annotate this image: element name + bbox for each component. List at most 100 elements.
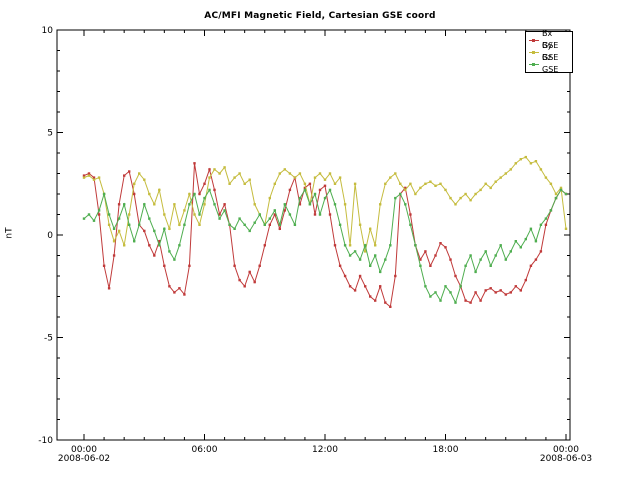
series-marker-bz-gse [233,227,236,230]
series-marker-bx-gse [389,305,392,308]
series-marker-bz-gse [474,270,477,274]
series-marker-bz-gse [258,213,261,216]
series-marker-by-gse [424,182,427,185]
series-marker-by-gse [564,227,568,230]
series-marker-bz-gse [82,217,86,220]
series-marker-by-gse [384,182,387,185]
series-marker-by-gse [123,244,126,247]
series-marker-bz-gse [328,188,332,192]
series-marker-bz-gse [439,299,442,302]
series-marker-by-gse [439,182,442,185]
series-marker-by-gse [544,176,548,179]
series-marker-by-gse [228,182,231,185]
series-marker-bx-gse [112,254,116,257]
series-marker-bx-gse [519,289,522,292]
series-marker-by-gse [409,182,412,185]
series-marker-bx-gse [218,213,221,216]
series-marker-by-gse [559,186,563,190]
series-marker-by-gse [288,172,292,175]
series-marker-bz-gse [464,264,467,267]
series-marker-by-gse [394,172,397,175]
series-marker-by-gse [474,192,477,196]
series-marker-bx-gse [384,301,387,304]
series-marker-bz-gse [379,270,382,274]
series-marker-bx-gse [188,264,191,267]
series-marker-bz-gse [153,229,156,233]
series-marker-bz-gse [203,196,206,200]
legend-swatch [529,38,539,42]
series-marker-bx-gse [464,299,467,302]
x-tick-label: 00:00 [71,445,97,455]
series-marker-by-gse [333,182,337,185]
series-marker-bz-gse [278,223,281,226]
series-marker-by-gse [168,227,171,230]
series-marker-bx-gse [539,250,543,253]
series-marker-bz-gse [163,227,166,230]
series-marker-bz-gse [323,196,327,200]
series-marker-bz-gse [399,192,402,196]
series-marker-bz-gse [198,213,201,216]
series-marker-by-gse [153,203,156,206]
series-marker-by-gse [148,192,151,196]
series-marker-bz-gse [158,244,161,247]
series-marker-bz-gse [424,285,427,288]
series-marker-bx-gse [333,244,337,247]
series-marker-bx-gse [283,209,286,212]
series-marker-by-gse [534,160,538,163]
series-marker-bz-gse [208,188,211,192]
series-marker-by-gse [218,172,221,175]
series-marker-bz-gse [298,196,302,200]
series-marker-by-gse [243,182,246,185]
series-marker-bz-gse [509,250,512,253]
series-marker-bz-gse [343,244,347,247]
series-marker-by-gse [173,203,176,206]
series-marker-bz-gse [384,258,387,261]
series-marker-by-gse [163,213,166,216]
series-marker-bz-gse [333,203,337,206]
series-marker-by-gse [303,182,307,185]
series-marker-bz-gse [183,223,186,226]
series-marker-by-gse [248,178,251,181]
y-tick-label: -5 [44,334,53,344]
series-marker-by-gse [273,182,276,185]
series-marker-bx-gse [529,264,533,267]
series-marker-bx-gse [258,264,261,267]
series-marker-by-gse [524,155,527,159]
series-marker-by-gse [198,223,201,226]
series-marker-bx-gse [233,264,236,267]
series-marker-by-gse [82,176,86,179]
series-marker-bx-gse [123,174,126,177]
series-marker-bx-gse [469,301,472,304]
series-marker-by-gse [138,172,141,175]
series-marker-bx-gse [273,213,276,216]
x-tick-label: 12:00 [312,445,338,455]
series-marker-bx-gse [288,188,292,192]
series-marker-bx-gse [494,291,497,294]
series-marker-by-gse [484,182,487,185]
series-marker-bz-gse [263,223,266,226]
series-marker-by-gse [238,172,241,175]
series-marker-bz-gse [524,237,527,241]
series-marker-bz-gse [374,254,377,257]
series-marker-by-gse [404,188,407,192]
series-marker-by-gse [494,180,497,183]
series-marker-bx-gse [308,182,312,185]
series-marker-by-gse [479,188,482,192]
series-marker-bx-gse [429,264,432,267]
series-marker-bx-gse [364,285,367,288]
series-marker-bz-gse [514,240,517,243]
series-marker-by-gse [97,176,101,179]
series-marker-bz-gse [293,223,297,226]
series-marker-bx-gse [102,264,106,267]
series-marker-by-gse [399,182,402,185]
series-marker-by-gse [434,184,437,187]
series-marker-bz-gse [112,227,116,230]
series-marker-by-gse [429,180,432,183]
series-marker-bz-gse [193,192,196,196]
series-marker-bz-gse [519,246,522,249]
series-marker-bz-gse [504,258,507,261]
series-marker-bx-gse [328,213,332,216]
series-marker-by-gse [358,223,362,226]
series-marker-bz-gse [218,217,221,220]
